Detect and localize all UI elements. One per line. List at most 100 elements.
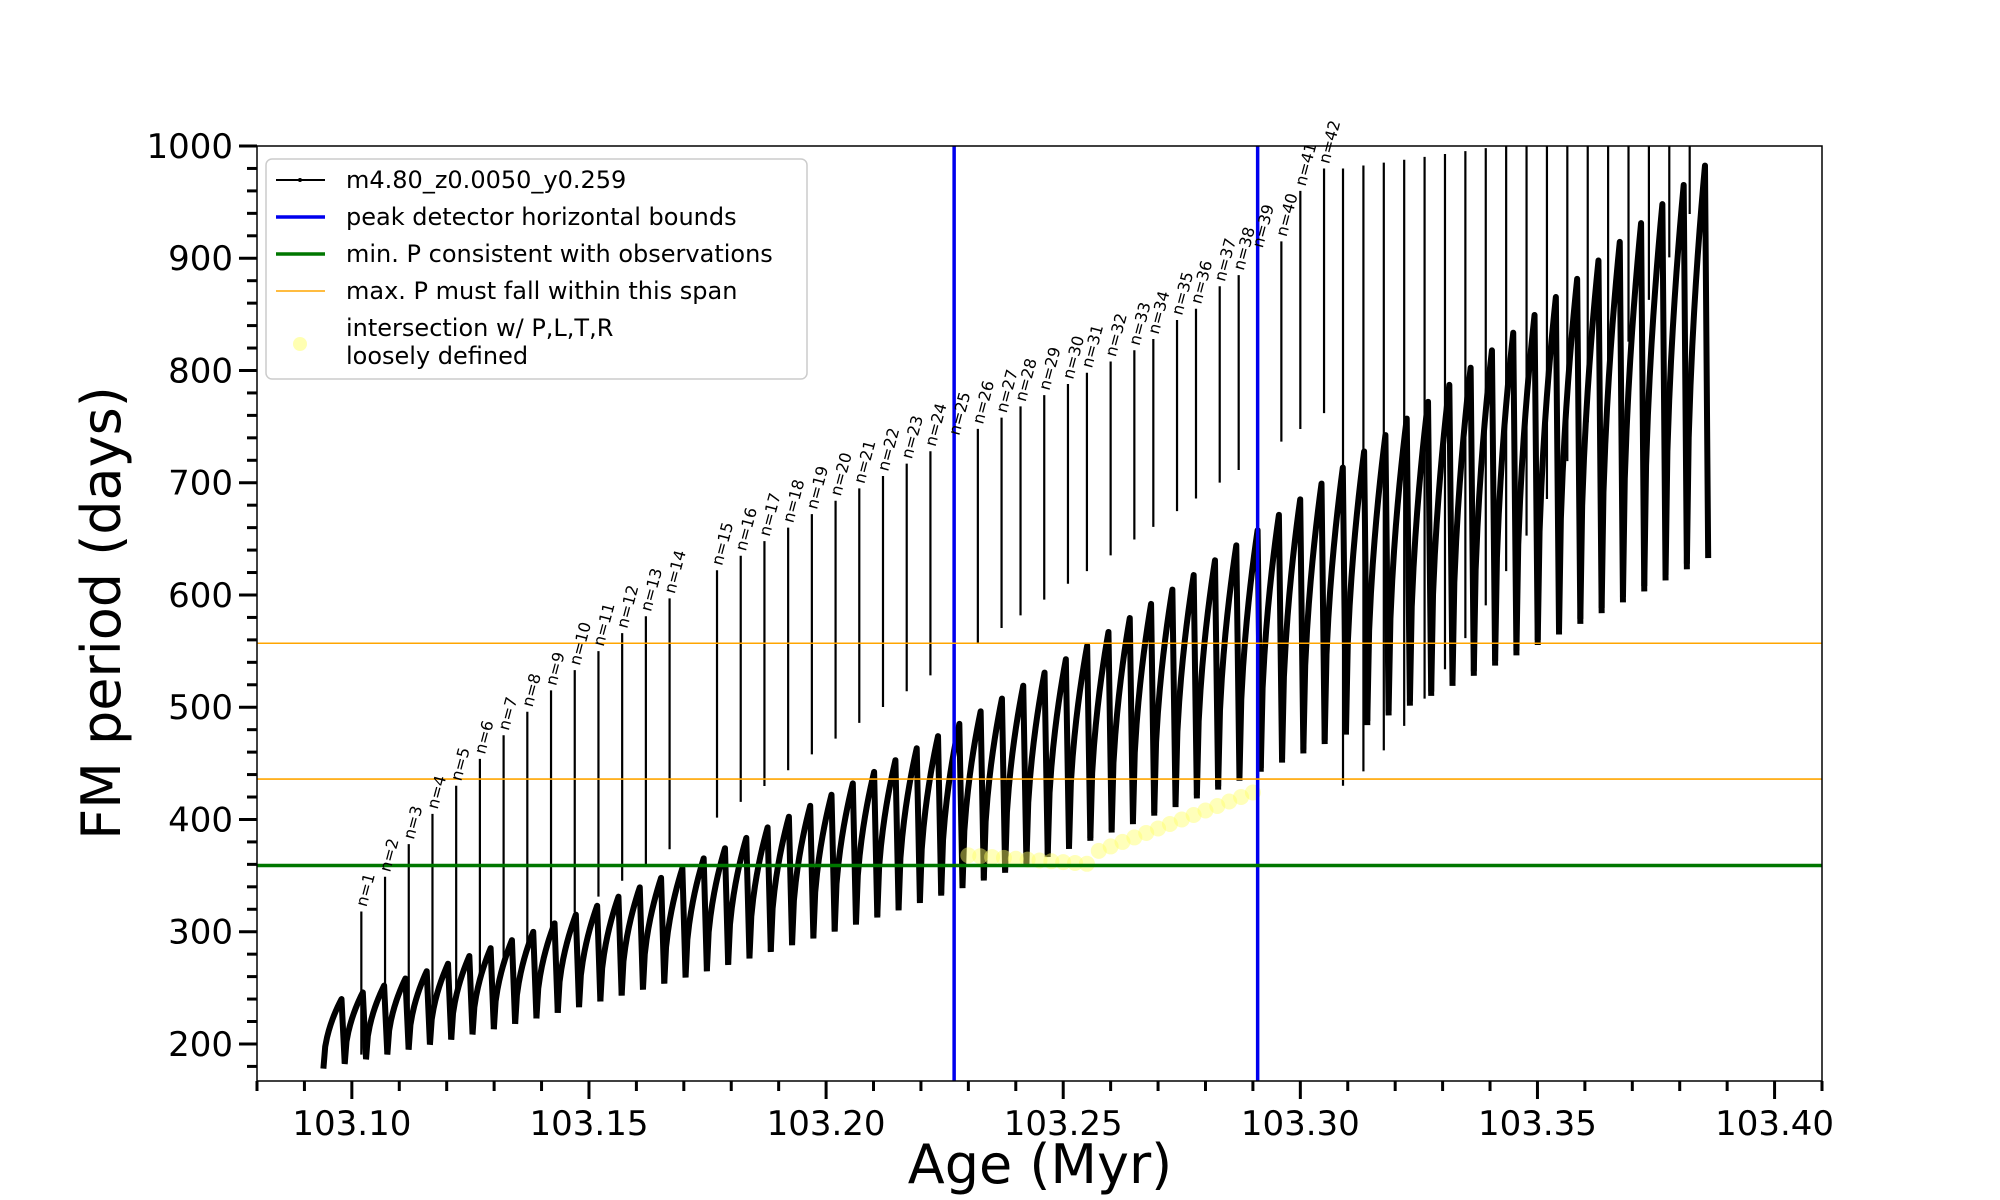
x-axis-label: Age (Myr)	[908, 1133, 1173, 1196]
interpulse-arc	[1577, 257, 1605, 619]
interpulse-arc	[789, 802, 817, 945]
intersection-marker	[995, 849, 1012, 866]
interpulse-arc	[767, 813, 796, 952]
interpulse-arc	[895, 745, 923, 909]
interpulse-arc	[980, 695, 1009, 879]
interpulse-arc	[1172, 572, 1200, 805]
interpulse-arc	[1023, 669, 1051, 863]
interpulse-arc	[831, 780, 860, 931]
interpulse-arc	[661, 865, 689, 984]
x-tick-label: 103.35	[1478, 1104, 1597, 1144]
interpulse-arc	[384, 975, 412, 1055]
interpulse-arc	[874, 757, 902, 917]
interpulse-arc	[1002, 682, 1030, 871]
interpulse-arc	[639, 874, 668, 990]
interpulse-arc	[1151, 586, 1179, 813]
interpulse-arc	[1662, 181, 1690, 575]
interpulse-arc	[426, 960, 455, 1046]
intersection-marker	[1007, 850, 1024, 867]
interpulse-arc	[1257, 511, 1286, 769]
intersection-marker	[1150, 820, 1167, 837]
interpulse-arc	[1343, 448, 1371, 731]
interpulse-arc	[469, 945, 497, 1035]
intersection-marker	[1019, 851, 1036, 868]
intersection-marker	[984, 849, 1001, 866]
intersection-marker	[972, 848, 989, 865]
interpulse-arc	[1598, 238, 1626, 609]
interpulse-arc	[597, 893, 625, 1002]
y-axis-label: FM period (days)	[70, 386, 133, 840]
interpulse-arc	[725, 834, 753, 965]
y-tick-label: 500	[168, 688, 233, 728]
y-tick-label: 200	[168, 1025, 233, 1065]
legend-marker-intersection	[293, 337, 307, 351]
intersection-marker	[960, 847, 977, 864]
intersection-marker	[1173, 811, 1190, 828]
interpulse-arc	[810, 791, 838, 938]
legend-label-peak-bounds: peak detector horizontal bounds	[346, 203, 737, 231]
interpulse-arc	[1556, 275, 1584, 630]
legend-label-intersection-line1: intersection w/ P,L,T,R	[346, 314, 613, 342]
axes: 200 300 400 500 600 700 800 900 1000 103.10 103.15…	[146, 127, 1834, 1144]
interpulse-arc	[320, 996, 348, 1069]
intersection-marker	[1114, 833, 1131, 850]
y-tick-label: 1000	[146, 127, 233, 167]
legend-label-max-p-span: max. P must fall within this span	[346, 277, 737, 305]
interpulse-arc	[1108, 615, 1136, 830]
interpulse-arc	[682, 855, 710, 978]
interpulse-arc	[1300, 480, 1328, 750]
interpulse-arc	[1619, 220, 1648, 598]
x-tick-label: 103.30	[1241, 1104, 1360, 1144]
interpulse-arc	[363, 982, 391, 1060]
plot-frame	[256, 145, 1823, 1082]
legend-marker-model	[298, 178, 302, 182]
y-tick-label: 400	[168, 800, 233, 840]
intersection-marker	[1185, 806, 1202, 823]
intersection-marker	[1126, 829, 1143, 846]
legend-label-min-p: min. P consistent with observations	[346, 240, 773, 268]
interpulse-arc	[576, 902, 604, 1008]
intersection-marker	[1138, 824, 1155, 841]
interpulse-arc	[512, 928, 540, 1025]
intersection-marker	[1209, 798, 1226, 814]
interpulse-arc	[490, 937, 519, 1030]
legend-frame	[265, 158, 808, 380]
legend-label-model: m4.80_z0.0050_y0.259	[346, 166, 626, 194]
interpulse-arc	[703, 845, 732, 971]
interpulse-arc	[1513, 311, 1541, 651]
legend-label-intersection-line2: loosely defined	[346, 342, 528, 370]
interpulse-arc	[938, 720, 966, 894]
plot-area	[320, 146, 1712, 1069]
interpulse-arc	[618, 884, 646, 996]
x-tick-label: 103.15	[529, 1104, 648, 1144]
interpulse-arc	[533, 920, 561, 1019]
x-tick-label: 103.10	[292, 1104, 411, 1144]
interpulse-arc	[1066, 642, 1094, 847]
interpulse-arc	[1683, 162, 1712, 564]
interpulse-arc	[1385, 415, 1413, 712]
reference-lines	[257, 146, 1822, 1081]
y-tick-label: 300	[168, 913, 233, 953]
legend: m4.80_z0.0050_y0.259 peak detector horiz…	[265, 158, 808, 380]
x-tick-label: 103.40	[1715, 1104, 1834, 1144]
interpulse-arc	[1321, 464, 1350, 741]
interpulse-arc	[1279, 496, 1307, 760]
interpulse-arc	[1364, 432, 1392, 722]
intersection-marker	[1197, 802, 1214, 819]
intersection-marker	[1233, 789, 1250, 806]
interpulse-arc	[1470, 347, 1499, 672]
intersection-marker	[1161, 815, 1178, 832]
interpulse-arc	[746, 824, 774, 958]
x-tick-label: 103.25	[1004, 1104, 1123, 1144]
interpulse-arc	[554, 911, 583, 1014]
x-tick-label: 103.20	[767, 1104, 886, 1144]
interpulse-arc	[959, 708, 987, 887]
interpulse-arc	[448, 953, 476, 1041]
y-tick-label: 600	[168, 576, 233, 616]
interpulse-arc	[1406, 398, 1435, 702]
interpulse-arc	[341, 989, 369, 1065]
interpulse-arc	[405, 968, 433, 1051]
interpulse-arc	[1449, 364, 1477, 682]
